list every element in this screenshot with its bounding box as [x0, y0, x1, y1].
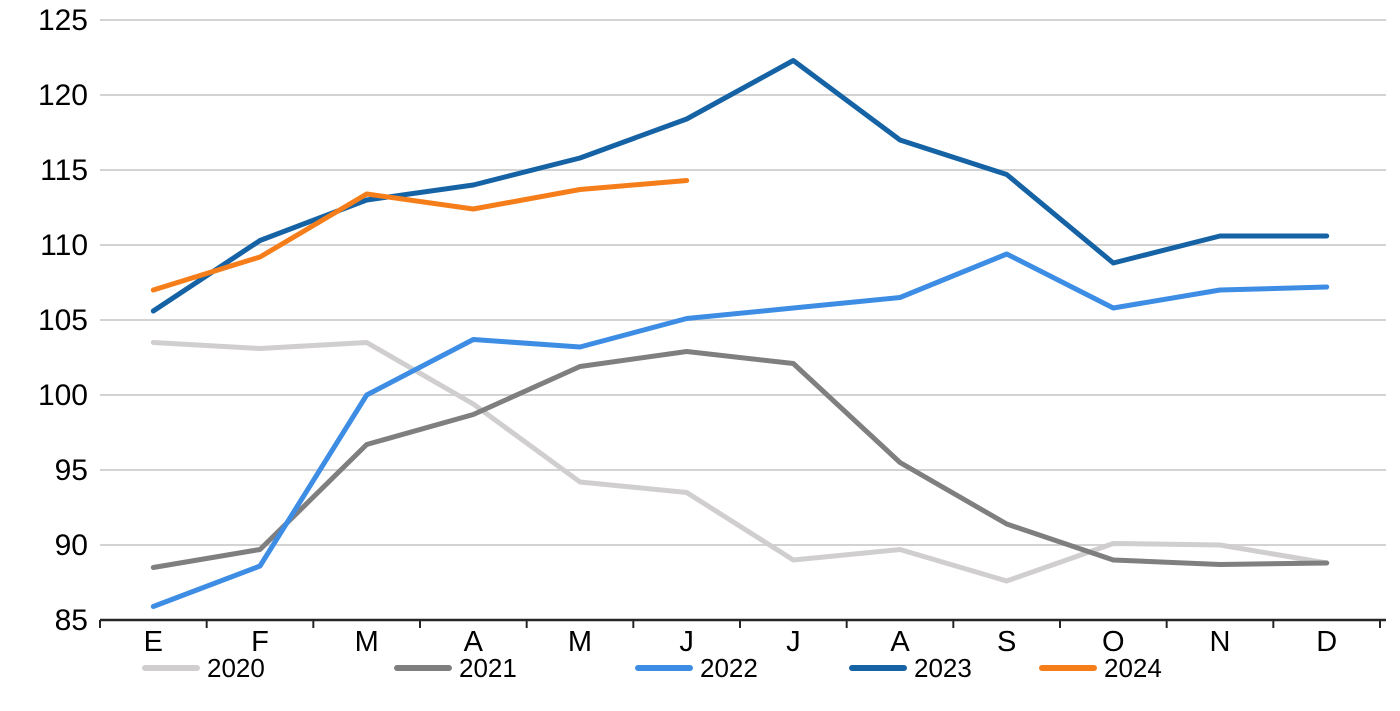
series-line-2023 [150, 58, 1330, 314]
x-axis-label: F [251, 626, 269, 658]
series-line-2024 [150, 178, 690, 293]
y-axis-label: 125 [38, 4, 88, 37]
x-axis-label: S [997, 626, 1016, 658]
x-axis-label: A [464, 626, 484, 658]
x-axis-label: A [890, 626, 910, 658]
series-line-2022 [150, 251, 1330, 609]
x-axis-label: D [1316, 626, 1337, 658]
x-axis-label: E [144, 626, 163, 658]
legend-label-2022: 2022 [700, 653, 758, 683]
y-axis-label: 110 [40, 229, 88, 262]
legend-label-2023: 2023 [914, 653, 972, 683]
series-line-2021 [150, 349, 1330, 570]
y-axis-label: 105 [38, 304, 88, 337]
x-axis-label: J [786, 626, 801, 658]
legend-label-2021: 2021 [459, 653, 517, 683]
x-axis-label: M [355, 626, 379, 658]
x-axis-label: J [679, 626, 694, 658]
y-axis-label: 120 [38, 79, 88, 112]
x-axis-label: N [1210, 626, 1231, 658]
y-axis-label: 85 [55, 604, 88, 637]
legend-label-2024: 2024 [1104, 653, 1162, 683]
y-axis-label: 95 [55, 454, 88, 487]
x-axis-label: O [1102, 626, 1125, 658]
y-axis-label: 115 [40, 154, 88, 187]
y-axis-label: 90 [55, 529, 88, 562]
y-axis-label: 100 [38, 379, 88, 412]
x-axis-label: M [568, 626, 592, 658]
series-line-2020 [150, 340, 1330, 584]
legend-label-2020: 2020 [207, 653, 265, 683]
